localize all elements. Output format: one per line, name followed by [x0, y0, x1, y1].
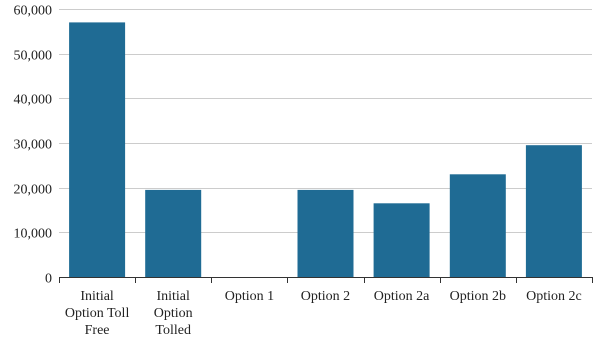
bar: [449, 174, 506, 277]
x-tick-label: Option 2a: [374, 289, 430, 304]
x-tick-label: Option 2c: [526, 289, 582, 304]
bar: [69, 22, 126, 278]
y-tick-label: 20,000: [14, 183, 53, 198]
bars: [69, 22, 582, 278]
y-axis-ticks: 0 10,000 20,000 30,000 40,000 50,000 60,000: [14, 4, 53, 287]
y-tick-label: 0: [45, 272, 52, 287]
x-tick-label: Initial Option Tolled: [154, 289, 193, 338]
y-tick-label: 10,000: [14, 227, 53, 242]
x-tick-label: Option 2: [301, 289, 350, 304]
y-tick-label: 60,000: [14, 4, 53, 19]
y-tick-label: 30,000: [14, 138, 53, 153]
y-tick-label: 40,000: [14, 93, 53, 108]
y-tick-label: 50,000: [14, 49, 53, 64]
x-axis: [59, 277, 593, 283]
bar: [525, 145, 582, 277]
bar: [145, 189, 202, 277]
bar: [297, 189, 354, 277]
bar: [373, 203, 430, 277]
x-tick-label: Option 1: [225, 289, 274, 304]
x-tick-label: Option 2b: [450, 289, 506, 304]
x-tick-label: Initial Option Toll Free: [65, 289, 130, 338]
x-axis-tick-labels: Initial Option Toll Free Initial Option Tolle…: [65, 289, 582, 338]
